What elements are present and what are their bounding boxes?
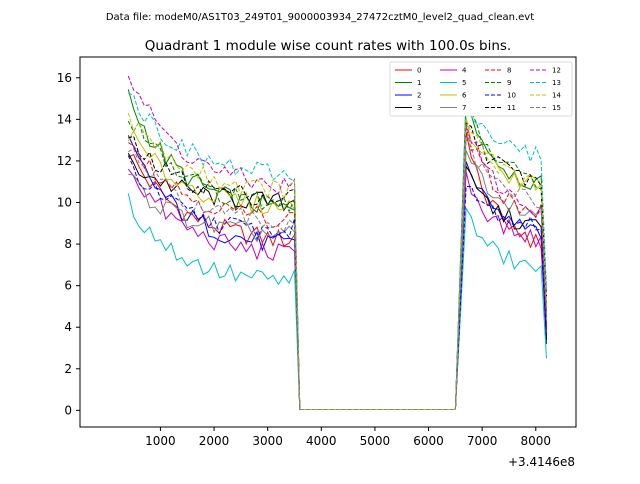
chart-title: Quadrant 1 module wise count rates with … xyxy=(145,38,511,54)
legend-label-4: 4 xyxy=(462,67,467,75)
series-line-1 xyxy=(127,89,547,410)
y-tick-label: 2 xyxy=(64,362,72,376)
x-tick-label: 5000 xyxy=(360,434,391,448)
x-tick-label: 3000 xyxy=(252,434,283,448)
x-tick-label: 2000 xyxy=(199,434,230,448)
series-line-2 xyxy=(127,135,547,410)
y-tick-label: 6 xyxy=(64,279,72,293)
y-tick-label: 8 xyxy=(64,237,72,251)
legend-label-7: 7 xyxy=(462,104,466,112)
x-tick-label: 1000 xyxy=(145,434,176,448)
legend-label-0: 0 xyxy=(417,67,421,75)
legend-label-1: 1 xyxy=(417,79,421,87)
legend-label-11: 11 xyxy=(507,104,516,112)
series-line-4 xyxy=(127,168,547,410)
y-tick-label: 16 xyxy=(57,71,72,85)
y-axis: 0 2 4 6 8 10 12 14 16 xyxy=(57,71,80,417)
legend-label-14: 14 xyxy=(552,92,561,100)
y-tick-label: 14 xyxy=(57,112,72,126)
y-tick-label: 0 xyxy=(64,403,72,417)
x-offset-label: +3.4146e8 xyxy=(508,455,575,469)
series-line-13 xyxy=(128,92,547,410)
legend-label-5: 5 xyxy=(462,79,466,87)
legend-label-15: 15 xyxy=(552,104,561,112)
legend-label-12: 12 xyxy=(552,67,561,75)
legend-label-10: 10 xyxy=(507,92,516,100)
x-tick-label: 6000 xyxy=(413,434,444,448)
axes-frame xyxy=(79,56,577,428)
legend-label-3: 3 xyxy=(417,104,421,112)
series-line-6 xyxy=(127,117,547,410)
series-line-9 xyxy=(127,103,547,410)
y-tick-label: 12 xyxy=(57,154,72,168)
chart-suptitle: Data file: modeM0/AS1T03_249T01_90000039… xyxy=(106,12,534,23)
x-axis: 1000 2000 3000 4000 5000 6000 7000 8000 xyxy=(145,427,551,448)
legend-label-2: 2 xyxy=(417,92,421,100)
series-line-0 xyxy=(128,131,547,410)
y-tick-label: 4 xyxy=(64,320,72,334)
x-tick-label: 8000 xyxy=(521,434,552,448)
y-tick-label: 10 xyxy=(57,196,72,210)
legend-label-9: 9 xyxy=(507,79,511,87)
x-tick-label: 4000 xyxy=(306,434,337,448)
series-line-14 xyxy=(127,112,547,410)
legend-label-6: 6 xyxy=(462,92,467,100)
legend-label-8: 8 xyxy=(507,67,511,75)
legend-box xyxy=(389,61,573,117)
plot-area xyxy=(79,56,577,428)
x-tick-label: 7000 xyxy=(467,434,498,448)
series-line-15 xyxy=(128,137,547,410)
legend-label-13: 13 xyxy=(552,79,561,87)
